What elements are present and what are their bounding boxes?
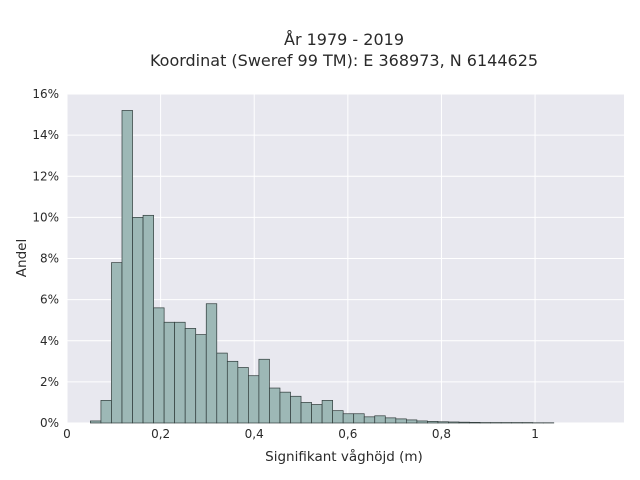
histogram-bar (121, 110, 133, 424)
histogram-bar (205, 303, 218, 424)
y-tick-label: 12% (32, 169, 59, 183)
histogram-bar (311, 404, 323, 424)
y-tick-label: 10% (32, 210, 59, 224)
x-tick-label: 1 (531, 427, 539, 441)
histogram-bar (321, 400, 333, 424)
histogram-bar (132, 217, 144, 424)
histogram-bar (290, 395, 302, 424)
histogram-bar (427, 421, 439, 424)
histogram-bar (416, 420, 428, 424)
histogram-bars (90, 110, 555, 424)
x-tick-label: 0,2 (151, 427, 170, 441)
y-tick-label: 2% (40, 375, 59, 389)
histogram-bar (248, 375, 260, 424)
histogram-bar (153, 307, 165, 424)
y-tick-label: 6% (40, 293, 59, 307)
histogram-bar (174, 321, 186, 424)
histogram-bar (195, 334, 207, 424)
y-axis-title: Andel (14, 239, 30, 277)
histogram-bar (395, 418, 407, 424)
histogram-bar (469, 422, 481, 424)
histogram-bar (184, 328, 197, 424)
histogram-bar (111, 262, 123, 424)
x-axis-title: Signifikant våghöjd (m) (265, 448, 423, 465)
chart-title-line-2: Koordinat (Sweref 99 TM): E 368973, N 61… (150, 51, 538, 70)
histogram-bar (405, 419, 418, 424)
y-tick-label: 0% (40, 416, 59, 430)
histogram-bar (448, 421, 460, 424)
histogram-bar (100, 400, 112, 424)
histogram-bar (332, 410, 344, 424)
histogram-bar (258, 358, 270, 424)
histogram-bar (226, 360, 239, 424)
histogram-bar (353, 413, 365, 424)
y-tick-label: 8% (40, 252, 59, 266)
x-tick-label: 0 (63, 427, 71, 441)
x-tick-label: 0,4 (245, 427, 264, 441)
y-tick-label: 14% (32, 128, 59, 142)
histogram-bar (437, 421, 449, 424)
x-axis-ticks: 0 0,2 0,4 0,6 0,8 1 (63, 427, 539, 441)
x-tick-label: 0,8 (432, 427, 451, 441)
histogram-bar (142, 214, 154, 424)
y-tick-label: 4% (40, 334, 59, 348)
histogram-bar (279, 391, 291, 424)
x-tick-label: 0,6 (338, 427, 357, 441)
histogram-bar (384, 417, 397, 424)
chart-title-line-1: År 1979 - 2019 (284, 30, 404, 49)
histogram-bar (300, 402, 312, 424)
histogram-bar (216, 352, 228, 424)
histogram-bar (90, 420, 102, 424)
histogram-bar (163, 321, 176, 424)
y-axis-ticks: 0% 2% 4% 6% 8% 10% 12% 14% 16% (32, 87, 59, 430)
histogram-bar (237, 367, 249, 424)
y-tick-label: 16% (32, 87, 59, 101)
histogram-bar (458, 421, 470, 424)
histogram-bar (374, 415, 386, 424)
histogram-bar (269, 387, 281, 424)
histogram-bar (363, 416, 376, 424)
histogram-bar (342, 413, 355, 424)
